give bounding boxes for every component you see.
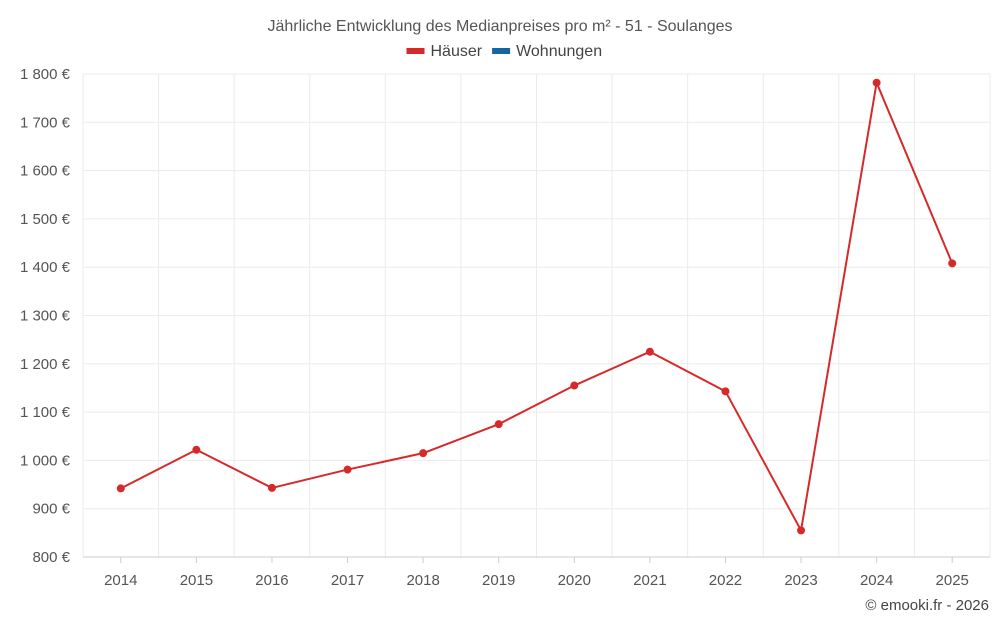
- x-tick-label: 2022: [709, 572, 742, 589]
- x-tick-label: 2021: [633, 572, 666, 589]
- y-tick-label: 800 €: [32, 549, 70, 566]
- x-axis: 2014 2015 2016 2017 2018 2019 2020 2021 2022 2023…: [83, 556, 990, 589]
- legend-label: Häuser: [431, 43, 483, 60]
- legend-swatch: [492, 48, 511, 54]
- x-tick-label: 2023: [784, 572, 817, 589]
- y-tick-label: 1 400 €: [20, 259, 71, 276]
- series-line-Häuser: [120, 81, 954, 532]
- data-point: [721, 387, 730, 396]
- series-layer: [116, 78, 957, 535]
- x-tick-label: 2025: [936, 572, 969, 589]
- y-tick-label: 1 200 €: [20, 356, 71, 373]
- y-tick-label: 1 100 €: [20, 404, 71, 421]
- x-tick-label: 2017: [331, 572, 364, 589]
- x-tick-label: 2024: [860, 572, 893, 589]
- y-tick-label: 900 €: [32, 501, 70, 518]
- y-tick-label: 1 000 €: [20, 452, 71, 469]
- y-tick-label: 1 700 €: [20, 114, 71, 131]
- y-axis: 800 € 900 € 1 000 € 1 100 € 1 200 € 1 300 € 1 …: [20, 66, 71, 566]
- legend-item-Wohnungen: Wohnungen: [492, 43, 602, 60]
- y-tick-label: 1 600 €: [20, 163, 71, 180]
- gridlines: [82, 73, 991, 557]
- data-point: [872, 78, 881, 87]
- y-tick-label: 1 800 €: [20, 66, 71, 83]
- data-point: [494, 420, 503, 429]
- x-tick-label: 2016: [255, 572, 288, 589]
- data-point: [419, 449, 428, 458]
- legend-label: Wohnungen: [516, 43, 602, 60]
- x-tick-label: 2018: [406, 572, 439, 589]
- data-point: [570, 381, 579, 390]
- data-point: [797, 526, 806, 535]
- data-point: [948, 259, 957, 268]
- data-point: [192, 445, 201, 454]
- x-tick-label: 2014: [104, 572, 137, 589]
- chart-title: Jährliche Entwicklung des Medianpreises …: [267, 18, 732, 35]
- credit-text: © emooki.fr - 2026: [865, 597, 989, 614]
- x-tick-label: 2019: [482, 572, 515, 589]
- data-point: [645, 347, 654, 356]
- data-point: [343, 465, 352, 474]
- legend-swatch: [406, 48, 425, 54]
- x-tick-label: 2015: [180, 572, 213, 589]
- legend: Häuser Wohnungen: [406, 43, 602, 60]
- y-tick-label: 1 300 €: [20, 308, 71, 325]
- legend-item-Häuser: Häuser: [406, 43, 483, 60]
- x-tick-label: 2020: [558, 572, 591, 589]
- y-tick-label: 1 500 €: [20, 211, 71, 228]
- data-point: [267, 483, 276, 492]
- data-point: [116, 484, 125, 493]
